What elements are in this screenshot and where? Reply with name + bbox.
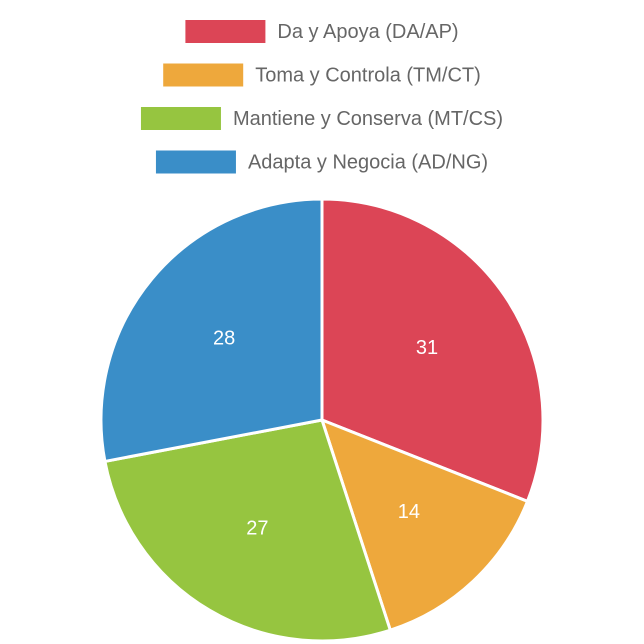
legend-label: Toma y Controla (TM/CT) — [255, 64, 481, 86]
legend-label: Da y Apoya (DA/AP) — [277, 21, 458, 43]
slice-label: 31 — [416, 337, 438, 359]
legend-swatch — [155, 150, 236, 174]
legend-label: Adapta y Negocia (AD/NG) — [248, 151, 488, 173]
slice-label: 27 — [246, 518, 268, 540]
slice-label: 14 — [398, 501, 420, 523]
slice-label: 28 — [213, 327, 235, 349]
pie-slice — [320, 197, 545, 504]
pie-slice — [103, 418, 393, 643]
legend-label: Mantiene y Conserva (MT/CS) — [233, 108, 503, 130]
legend-swatch — [140, 107, 221, 130]
legend-swatch — [163, 63, 244, 87]
pie-slice — [99, 197, 324, 464]
legend-swatch — [185, 20, 266, 43]
